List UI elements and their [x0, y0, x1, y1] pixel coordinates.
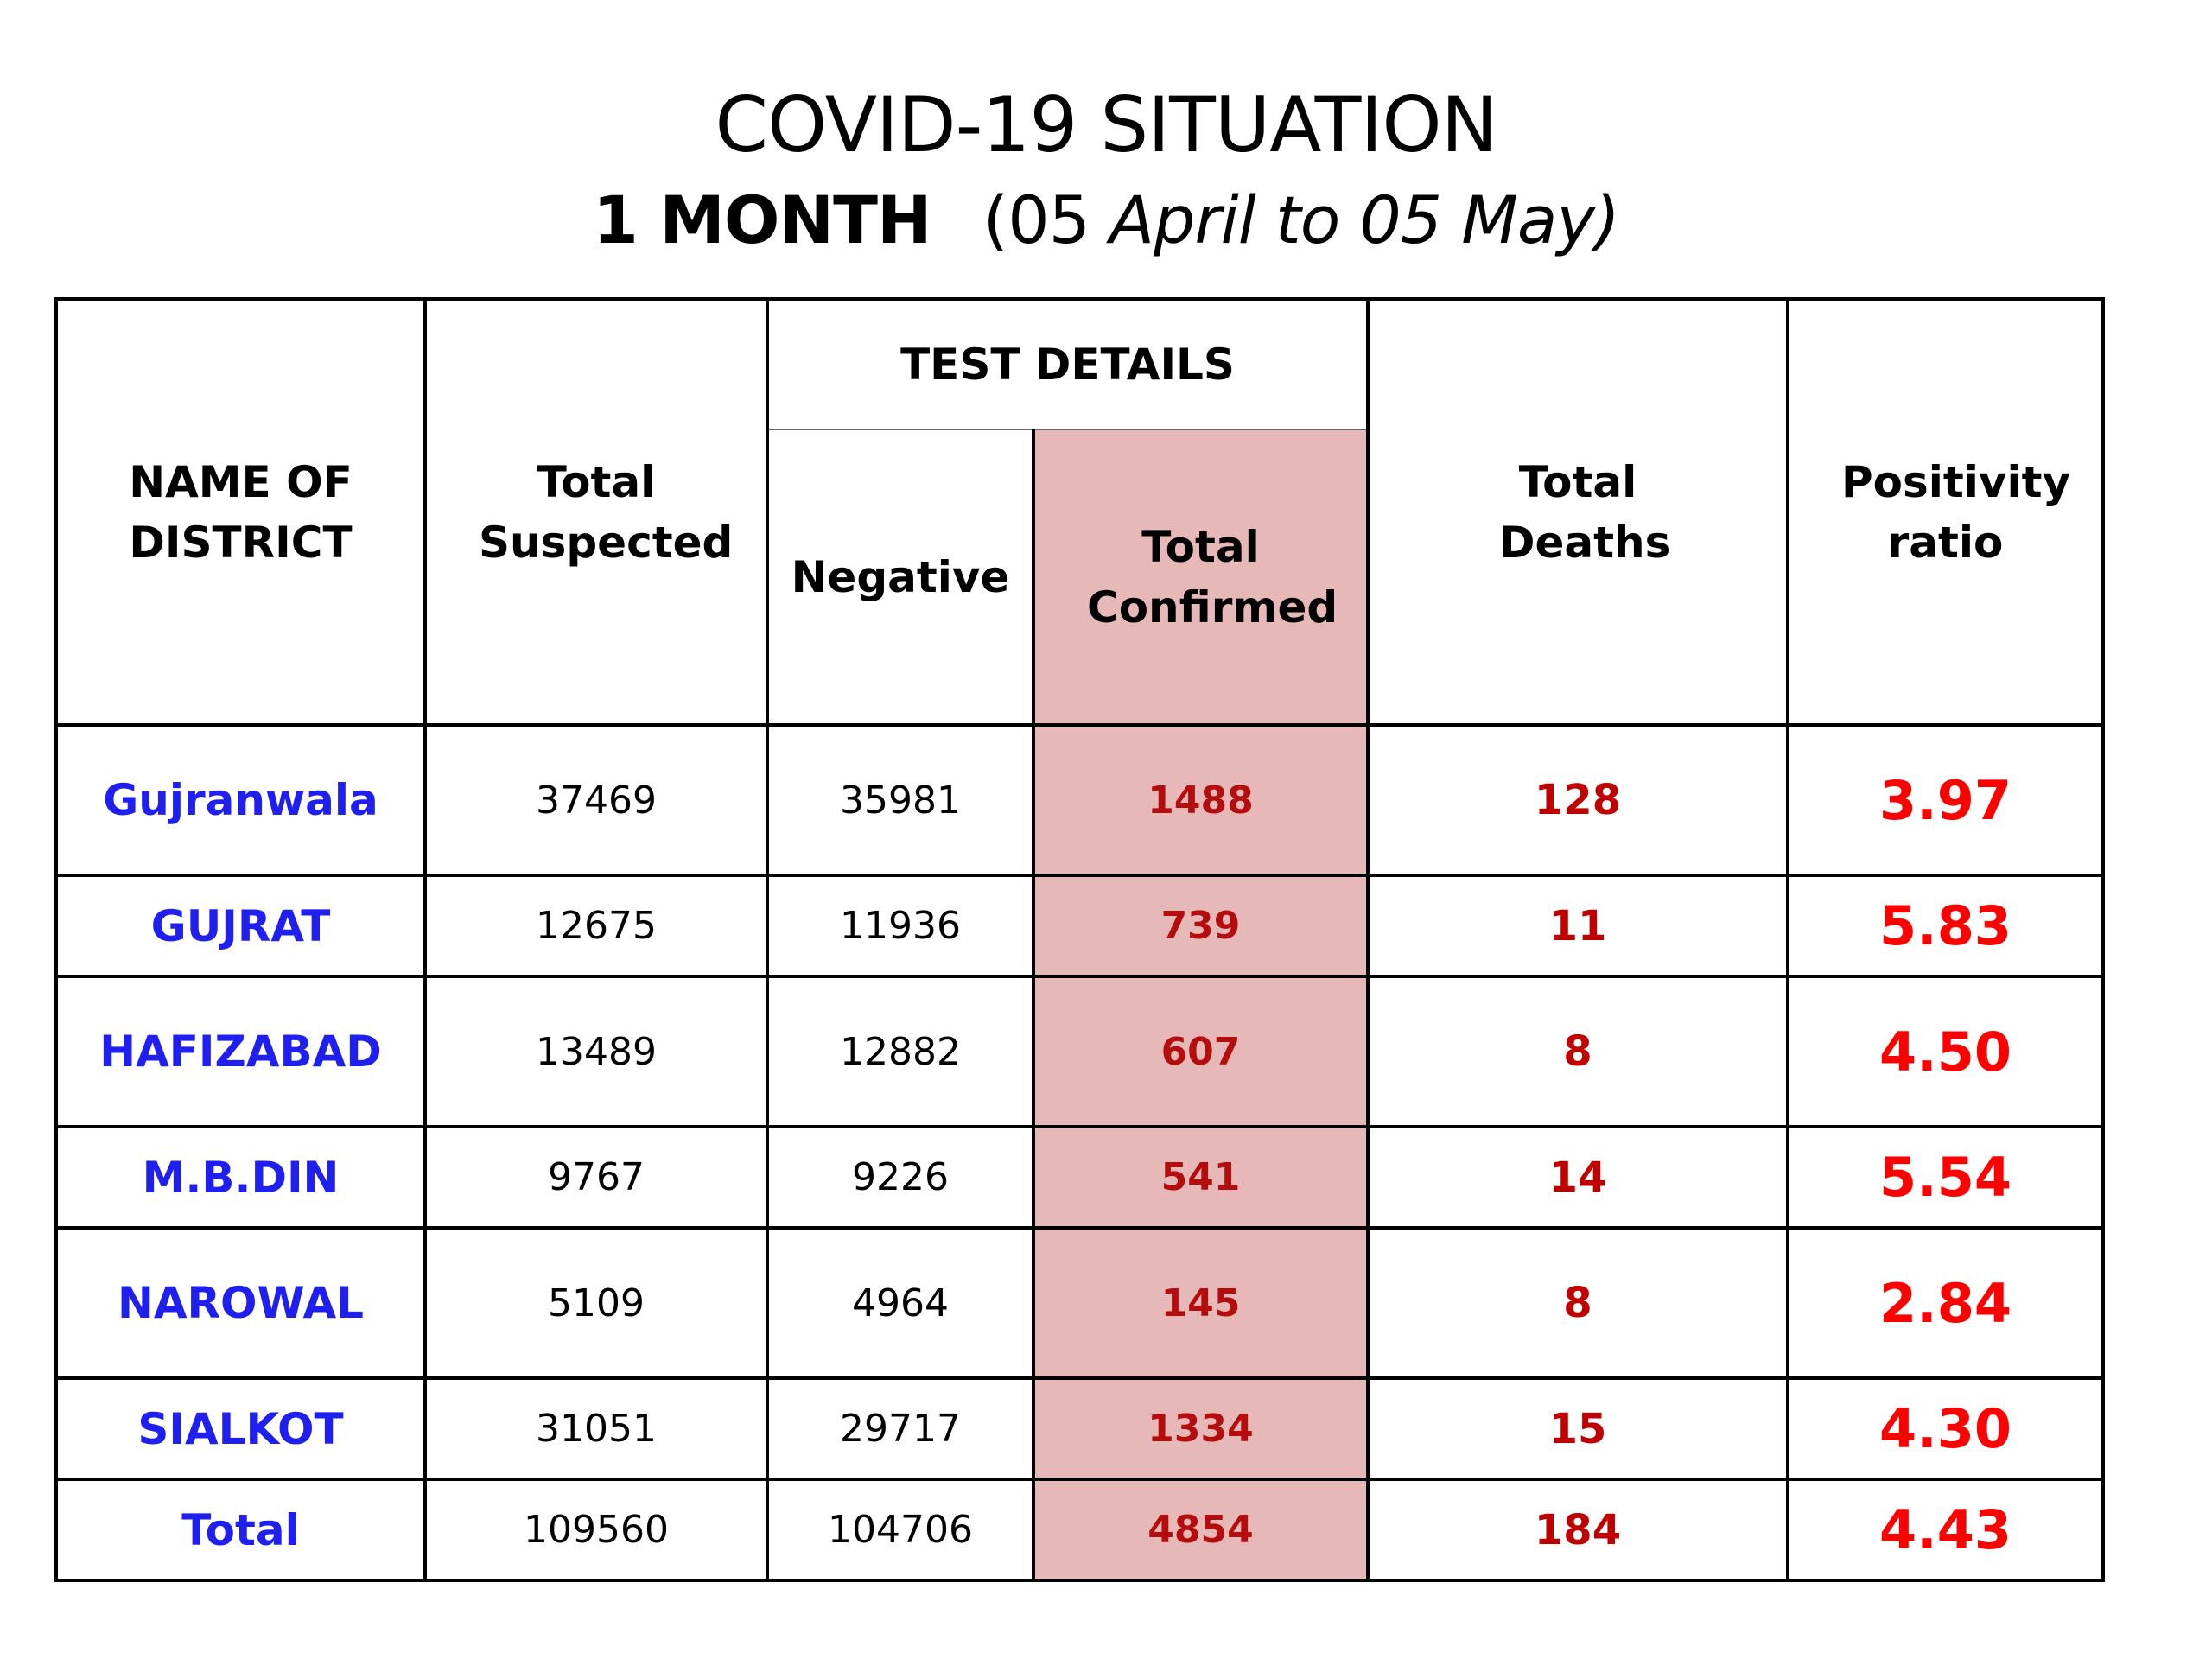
covid-situation-table: NAME OF DISTRICT Total Suspected TEST DE… [54, 297, 2105, 1582]
table-row: NAROWAL 5109 4964 145 8 2.84 [54, 1226, 2105, 1380]
header-district: NAME OF DISTRICT [54, 297, 427, 727]
suspected-value: 13489 [423, 975, 769, 1128]
header-ratio: Positivity ratio [1786, 297, 2105, 727]
ratio-value: 4.30 [1786, 1376, 2105, 1481]
total-deaths: 184 [1366, 1478, 1789, 1582]
deaths-value: 14 [1366, 1125, 1789, 1230]
suspected-value: 5109 [423, 1226, 769, 1380]
ratio-value: 5.83 [1786, 874, 2105, 978]
district-name: SIALKOT [54, 1376, 427, 1481]
total-row: Total 109560 104706 4854 184 4.43 [54, 1478, 2105, 1582]
suspected-value: 12675 [423, 874, 769, 978]
negative-value: 29717 [766, 1376, 1035, 1481]
negative-value: 35981 [766, 723, 1035, 877]
district-name: Gujranwala [54, 723, 427, 877]
date-range-italic: April to 05 May) [1109, 181, 1620, 258]
total-ratio: 4.43 [1786, 1478, 2105, 1582]
total-negative: 104706 [766, 1478, 1035, 1582]
confirmed-value: 145 [1032, 1226, 1370, 1380]
page-title: COVID-19 SITUATION [715, 80, 1498, 169]
deaths-value: 15 [1366, 1376, 1789, 1481]
total-label: Total [54, 1478, 427, 1582]
ratio-value: 2.84 [1786, 1226, 2105, 1380]
negative-value: 9226 [766, 1125, 1035, 1230]
header-negative: Negative [766, 429, 1035, 727]
district-name: HAFIZABAD [54, 975, 427, 1128]
confirmed-value: 739 [1032, 874, 1370, 978]
header-suspected: Total Suspected [423, 297, 769, 727]
negative-value: 11936 [766, 874, 1035, 978]
ratio-value: 3.97 [1786, 723, 2105, 877]
table-row: SIALKOT 31051 29717 1334 15 4.30 [54, 1376, 2105, 1481]
date-range-open: (05 [982, 181, 1110, 258]
suspected-value: 31051 [423, 1376, 769, 1481]
suspected-value: 37469 [423, 723, 769, 877]
confirmed-value: 541 [1032, 1125, 1370, 1230]
deaths-value: 128 [1366, 723, 1789, 877]
ratio-value: 4.50 [1786, 975, 2105, 1128]
negative-value: 12882 [766, 975, 1035, 1128]
deaths-value: 8 [1366, 975, 1789, 1128]
ratio-value: 5.54 [1786, 1125, 2105, 1230]
confirmed-value: 607 [1032, 975, 1370, 1128]
table-row: Gujranwala 37469 35981 1488 128 3.97 [54, 723, 2105, 877]
deaths-value: 8 [1366, 1226, 1789, 1380]
confirmed-value: 1334 [1032, 1376, 1370, 1481]
district-name: GUJRAT [54, 874, 427, 978]
header-confirmed: Total Confirmed [1032, 429, 1370, 727]
header-test-details: TEST DETAILS [766, 297, 1370, 430]
table-row: GUJRAT 12675 11936 739 11 5.83 [54, 874, 2105, 978]
table-row: HAFIZABAD 13489 12882 607 8 4.50 [54, 975, 2105, 1128]
covid-table-container: NAME OF DISTRICT Total Suspected TEST DE… [54, 297, 2105, 1582]
negative-value: 4964 [766, 1226, 1035, 1380]
page-subtitle: 1 MONTH (05 April to 05 May) [0, 177, 2212, 264]
confirmed-value: 1488 [1032, 723, 1370, 877]
header-deaths: Total Deaths [1366, 297, 1789, 727]
total-confirmed: 4854 [1032, 1478, 1370, 1582]
district-name: NAROWAL [54, 1226, 427, 1380]
district-name: M.B.DIN [54, 1125, 427, 1230]
suspected-value: 9767 [423, 1125, 769, 1230]
period-label: 1 MONTH [592, 181, 932, 258]
total-suspected: 109560 [423, 1478, 769, 1582]
table-row: M.B.DIN 9767 9226 541 14 5.54 [54, 1125, 2105, 1230]
deaths-value: 11 [1366, 874, 1789, 978]
